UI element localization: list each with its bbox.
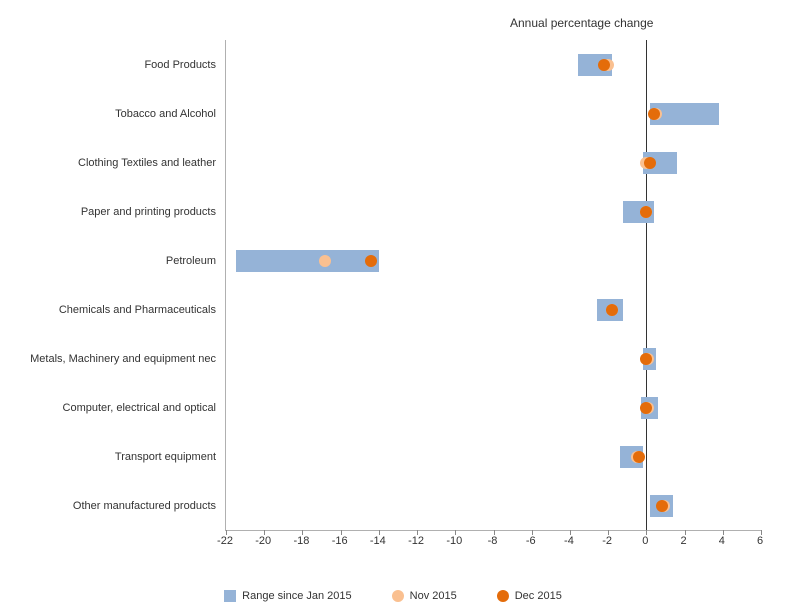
legend-label-dec: Dec 2015 [515,590,562,602]
x-tick-label: -6 [526,535,536,547]
legend-label-nov: Nov 2015 [410,590,457,602]
x-tick-label: -20 [255,535,271,547]
x-tick-label: -8 [488,535,498,547]
x-tick-label: 0 [642,535,648,547]
nov-point [319,255,331,267]
category-label: Computer, electrical and optical [63,402,216,414]
category-label: Tobacco and Alcohol [115,108,216,120]
dec-point [644,157,656,169]
dec-point [365,255,377,267]
legend-item-nov: Nov 2015 [392,590,457,602]
legend-swatch-dec [497,590,509,602]
dec-point [656,500,668,512]
x-tick-label: -16 [332,535,348,547]
x-tick-label: -10 [446,535,462,547]
category-label: Petroleum [166,255,216,267]
legend-swatch-range [224,590,236,602]
dec-point [606,304,618,316]
x-tick-label: -12 [408,535,424,547]
legend: Range since Jan 2015 Nov 2015 Dec 2015 [0,590,786,602]
dec-point [648,108,660,120]
x-tick-label: -14 [370,535,386,547]
category-label: Metals, Machinery and equipment nec [30,353,216,365]
category-label: Other manufactured products [73,500,216,512]
x-tick-label: 4 [719,535,725,547]
category-label: Food Products [144,59,216,71]
dec-point [640,206,652,218]
legend-swatch-nov [392,590,404,602]
dec-point [640,402,652,414]
legend-item-range: Range since Jan 2015 [224,590,351,602]
category-label: Transport equipment [115,451,216,463]
chart-container: Annual percentage change Range since Jan… [0,0,786,612]
category-label: Clothing Textiles and leather [78,157,216,169]
dec-point [598,59,610,71]
chart-title: Annual percentage change [510,16,653,30]
category-label: Chemicals and Pharmaceuticals [59,304,216,316]
range-bar [236,250,379,272]
legend-item-dec: Dec 2015 [497,590,562,602]
plot-area [225,40,761,531]
x-tick-label: 2 [681,535,687,547]
dec-point [640,353,652,365]
x-tick-label: -4 [564,535,574,547]
legend-label-range: Range since Jan 2015 [242,590,351,602]
x-tick-label: 6 [757,535,763,547]
dec-point [633,451,645,463]
x-tick-label: -2 [602,535,612,547]
category-label: Paper and printing products [81,206,216,218]
x-tick-label: -18 [293,535,309,547]
x-tick-label: -22 [217,535,233,547]
